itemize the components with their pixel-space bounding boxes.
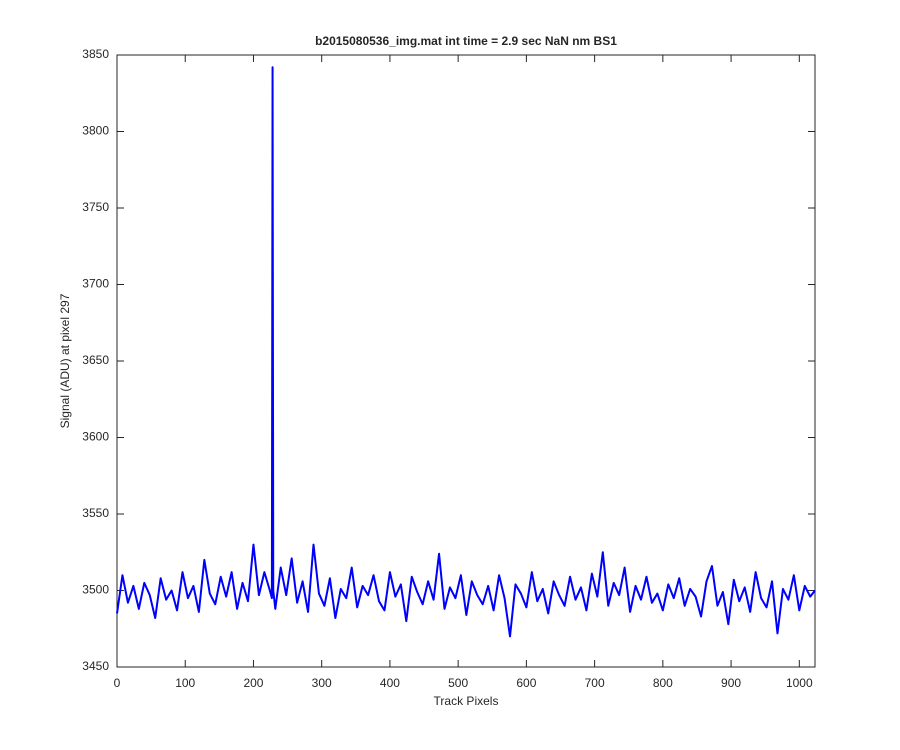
x-tick-label: 800 xyxy=(653,676,673,690)
y-tick-label: 3650 xyxy=(82,353,109,367)
x-tick-label: 200 xyxy=(243,676,263,690)
chart-title: b2015080536_img.mat int time = 2.9 sec N… xyxy=(315,34,617,48)
y-tick-label: 3700 xyxy=(82,277,109,291)
x-tick-label: 300 xyxy=(312,676,332,690)
x-tick-label: 600 xyxy=(516,676,536,690)
x-tick-label: 900 xyxy=(721,676,741,690)
y-axis-label: Signal (ADU) at pixel 297 xyxy=(58,293,72,428)
y-tick-label: 3850 xyxy=(82,47,109,61)
x-tick-label: 1000 xyxy=(786,676,813,690)
y-tick-label: 3800 xyxy=(82,124,109,138)
x-tick-label: 500 xyxy=(448,676,468,690)
y-tick-label: 3450 xyxy=(82,659,109,673)
y-tick-label: 3500 xyxy=(82,583,109,597)
x-tick-label: 400 xyxy=(380,676,400,690)
x-tick-label: 0 xyxy=(114,676,121,690)
y-tick-label: 3550 xyxy=(82,506,109,520)
x-tick-label: 700 xyxy=(585,676,605,690)
y-tick-label: 3600 xyxy=(82,430,109,444)
y-tick-label: 3750 xyxy=(82,200,109,214)
x-axis-label: Track Pixels xyxy=(434,694,499,708)
data-line xyxy=(116,66,816,638)
x-tick-label: 100 xyxy=(175,676,195,690)
